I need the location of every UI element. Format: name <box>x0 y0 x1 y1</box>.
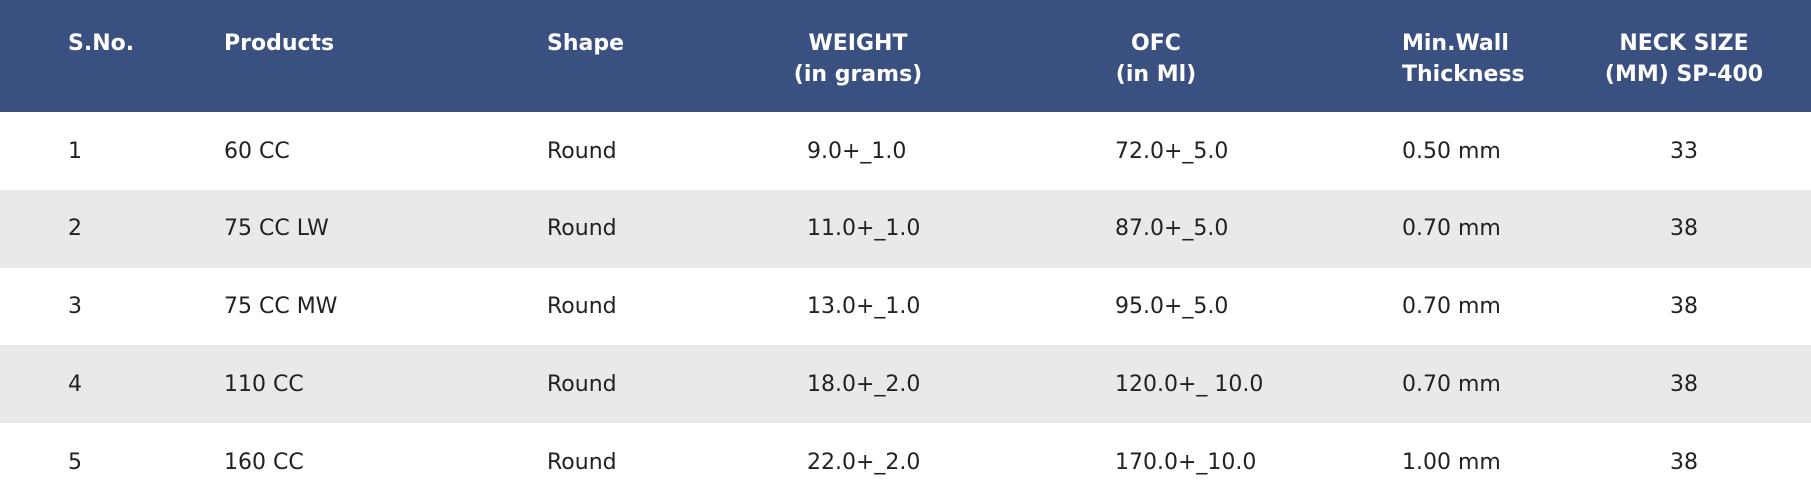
header-text: Products <box>224 31 335 56</box>
table-cell: 38 <box>1670 294 1698 320</box>
table-cell: 160 CC <box>224 449 304 475</box>
table-cell: 13.0+_1.0 <box>807 294 921 320</box>
header-text: NECK SIZE <box>1619 31 1749 56</box>
table-cell: 1.00 mm <box>1402 449 1501 475</box>
table-row: 2 75 CC LW Round 11.0+_1.0 87.0+_5.0 0.70 mm 3… <box>0 189 1811 268</box>
table-cell: 11.0+_1.0 <box>807 216 921 242</box>
table-cell: 38 <box>1670 216 1698 242</box>
table-cell: 4 <box>68 371 82 397</box>
table-header: S.No. Products Shape WEIGHT (in grams) OFC (in… <box>0 0 1811 112</box>
table-row: 3 75 CC MW Round 13.0+_1.0 95.0+_5.0 0.70 mm 3… <box>0 268 1811 346</box>
header-text: S.No. <box>68 31 135 56</box>
header-text: Shape <box>547 31 625 56</box>
header-cell: OFC (in Ml) <box>1006 0 1306 116</box>
header-cell: Products <box>224 0 334 116</box>
table-cell: 110 CC <box>224 371 304 397</box>
table-cell: 75 CC LW <box>224 216 329 242</box>
header-cell: S.No. <box>68 0 134 116</box>
table-cell: 0.70 mm <box>1402 294 1501 320</box>
header-text: (in grams) <box>793 62 923 87</box>
header-text: Min.Wall <box>1402 31 1509 56</box>
table-cell: Round <box>547 138 617 164</box>
table-cell: 87.0+_5.0 <box>1115 216 1229 242</box>
table-cell: 60 CC <box>224 138 290 164</box>
table-cell: 0.50 mm <box>1402 138 1501 164</box>
table-cell: 120.0+_ 10.0 <box>1115 371 1264 397</box>
table-cell: 0.70 mm <box>1402 371 1501 397</box>
header-cell: NECK SIZE (MM) SP-400 <box>1534 0 1811 116</box>
table-cell: 0.70 mm <box>1402 216 1501 242</box>
header-text: (in Ml) <box>1115 62 1197 87</box>
table-cell: Round <box>547 449 617 475</box>
table-cell: Round <box>547 216 617 242</box>
table-cell: Round <box>547 294 617 320</box>
header-text: (MM) SP-400 <box>1604 62 1764 87</box>
table-cell: 18.0+_2.0 <box>807 371 921 397</box>
table-cell: 75 CC MW <box>224 294 338 320</box>
table-cell: 1 <box>68 138 82 164</box>
header-cell: WEIGHT (in grams) <box>708 0 1008 116</box>
header-cell: Shape <box>547 0 624 116</box>
table-cell: 3 <box>68 294 82 320</box>
table-cell: 38 <box>1670 449 1698 475</box>
table-cell: 33 <box>1670 138 1698 164</box>
table-row: 4 110 CC Round 18.0+_2.0 120.0+_ 10.0 0.70 mm… <box>0 345 1811 424</box>
table-cell: 22.0+_2.0 <box>807 449 921 475</box>
header-text: Thickness <box>1402 62 1525 87</box>
header-cell: Min.Wall Thickness <box>1402 0 1525 116</box>
table-cell: 72.0+_5.0 <box>1115 138 1229 164</box>
table-cell: 2 <box>68 216 82 242</box>
table-cell: 5 <box>68 449 82 475</box>
table-cell: 9.0+_1.0 <box>807 138 907 164</box>
header-text: WEIGHT <box>808 31 908 56</box>
table-cell: 170.0+_10.0 <box>1115 449 1257 475</box>
table-row: 5 160 CC Round 22.0+_2.0 170.0+_10.0 1.00 mm 3… <box>0 423 1811 501</box>
table-cell: 38 <box>1670 371 1698 397</box>
table-cell: 95.0+_5.0 <box>1115 294 1229 320</box>
header-text: OFC <box>1131 31 1181 56</box>
table-cell: Round <box>547 371 617 397</box>
table-row: 1 60 CC Round 9.0+_1.0 72.0+_5.0 0.50 mm 33 <box>0 112 1811 190</box>
